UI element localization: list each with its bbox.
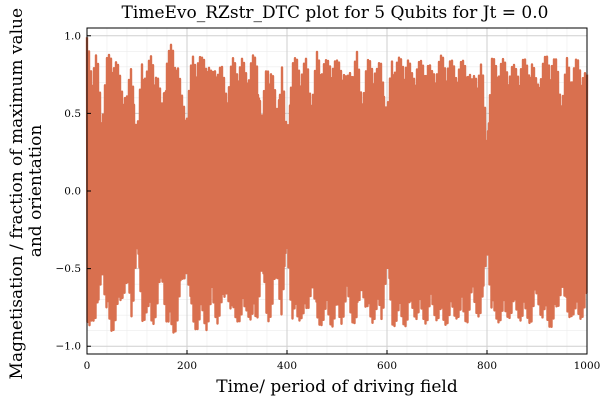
series-line xyxy=(87,37,587,332)
y-tick-label: 0.0 xyxy=(64,186,81,198)
x-tick-label: 600 xyxy=(377,360,397,372)
y-tick-label: −0.5 xyxy=(56,263,82,275)
y-axis-label: Magnetisation / fraction of maximum valu… xyxy=(7,3,46,380)
y-axis-label-line-2: and orientation xyxy=(26,125,46,258)
x-tick-label: 1000 xyxy=(574,360,600,372)
y-axis-label-line-1: Magnetisation / fraction of maximum valu… xyxy=(7,8,27,379)
x-tick-label: 200 xyxy=(177,360,197,372)
y-axis-ticks: −1.0 −0.5 0.0 0.5 1.0 xyxy=(56,30,92,352)
y-tick-label: −1.0 xyxy=(56,341,82,353)
y-tick-label: 0.5 xyxy=(64,108,81,120)
x-axis-label: Time/ period of driving field xyxy=(216,377,458,397)
x-tick-label: 400 xyxy=(277,360,297,372)
x-tick-label: 800 xyxy=(477,360,497,372)
x-axis-ticks: 0 200 400 600 800 1000 xyxy=(84,350,600,372)
y-tick-label: 1.0 xyxy=(64,30,81,42)
x-tick-label: 0 xyxy=(84,360,91,372)
series-group xyxy=(87,37,587,332)
chart-title: TimeEvo_RZstr_DTC plot for 5 Qubits for … xyxy=(122,3,549,23)
